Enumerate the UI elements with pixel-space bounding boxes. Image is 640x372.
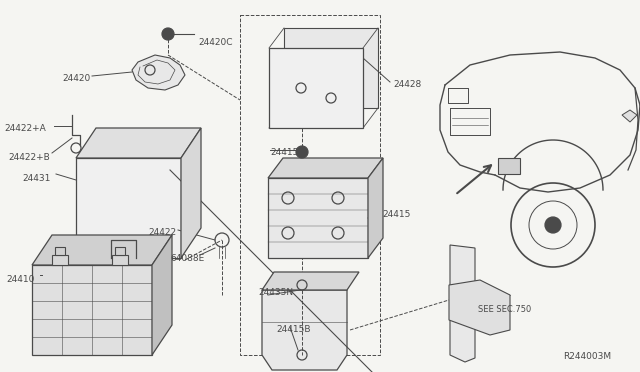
Text: 24420C: 24420C: [198, 38, 232, 47]
Polygon shape: [622, 110, 637, 122]
Polygon shape: [152, 235, 172, 355]
Polygon shape: [32, 265, 152, 355]
Text: 24415: 24415: [382, 210, 410, 219]
Polygon shape: [268, 178, 368, 258]
Text: 24415B: 24415B: [276, 325, 310, 334]
Polygon shape: [268, 158, 383, 178]
Bar: [112, 255, 128, 265]
Text: 24435N: 24435N: [258, 288, 293, 297]
Bar: [115, 247, 125, 255]
Polygon shape: [284, 28, 378, 108]
Text: 24410: 24410: [6, 275, 35, 284]
Text: 24422: 24422: [148, 228, 176, 237]
Bar: [240, 15, 380, 355]
Polygon shape: [368, 158, 383, 258]
Text: 24431: 24431: [22, 174, 51, 183]
Bar: [498, 158, 520, 174]
Text: 24422+A: 24422+A: [4, 124, 45, 133]
Text: 64088E: 64088E: [170, 254, 204, 263]
Polygon shape: [450, 245, 475, 362]
Text: 24415B: 24415B: [270, 148, 305, 157]
Circle shape: [162, 28, 174, 40]
Polygon shape: [132, 55, 185, 90]
Polygon shape: [76, 128, 201, 158]
Text: SEE SEC.750: SEE SEC.750: [478, 305, 531, 314]
Bar: [52, 255, 68, 265]
Text: 24428: 24428: [393, 80, 421, 89]
Polygon shape: [181, 128, 201, 258]
Circle shape: [296, 146, 308, 158]
Text: 24420: 24420: [62, 74, 90, 83]
Circle shape: [545, 217, 561, 233]
Polygon shape: [262, 272, 359, 290]
Polygon shape: [76, 158, 181, 258]
Text: R244003M: R244003M: [563, 352, 611, 361]
Polygon shape: [449, 280, 510, 335]
Polygon shape: [262, 290, 347, 370]
Polygon shape: [32, 235, 172, 265]
Polygon shape: [269, 48, 363, 128]
Bar: [55, 247, 65, 255]
Text: 24422+B: 24422+B: [8, 153, 50, 162]
